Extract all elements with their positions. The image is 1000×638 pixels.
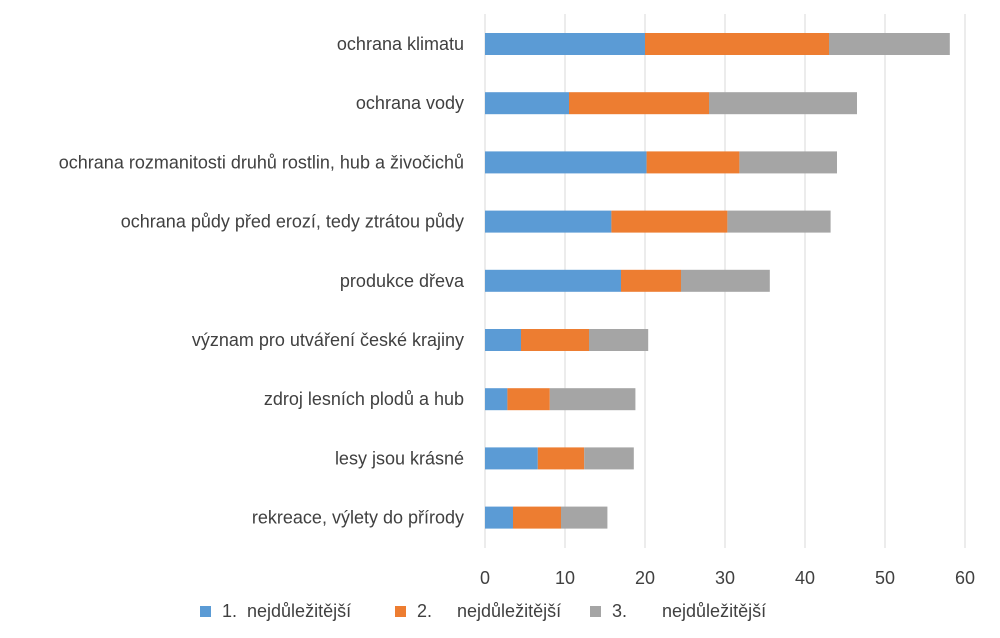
category-label: produkce dřeva xyxy=(340,271,465,291)
bar-segment-series-2 xyxy=(513,506,561,529)
bar-segment-series-3 xyxy=(589,329,649,351)
bar-segment-series-3 xyxy=(561,506,608,529)
bar-segment-series-2 xyxy=(507,388,550,411)
bar-segment-series-2 xyxy=(646,151,740,174)
x-tick-label: 50 xyxy=(875,568,895,588)
x-tick-label: 20 xyxy=(635,568,655,588)
legend-label: 1. nejdůležitější xyxy=(222,601,351,621)
legend-swatch xyxy=(395,606,406,617)
x-tick-label: 60 xyxy=(955,568,975,588)
bar-segment-series-3 xyxy=(709,92,857,115)
bars xyxy=(485,33,950,529)
x-tick-label: 30 xyxy=(715,568,735,588)
legend-label: 3. nejdůležitější xyxy=(612,601,766,621)
legend: 1. nejdůležitější 2. nejdůležitější 3. nej… xyxy=(200,601,766,621)
category-label: význam pro utváření české krajiny xyxy=(192,330,464,350)
bar-segment-series-1 xyxy=(485,506,513,529)
x-tick-label: 0 xyxy=(480,568,490,588)
bar-segment-series-1 xyxy=(485,388,508,411)
legend-swatch xyxy=(200,606,211,617)
bar-segment-series-1 xyxy=(485,447,538,470)
legend-label: 2. nejdůležitější xyxy=(417,601,561,621)
bar-segment-series-1 xyxy=(485,329,521,351)
legend-swatch xyxy=(590,606,601,617)
bar-segment-series-2 xyxy=(611,210,728,233)
category-label: ochrana vody xyxy=(356,93,464,113)
bar-segment-series-1 xyxy=(485,210,612,233)
bar-segment-series-2 xyxy=(537,447,585,470)
bar-segment-series-2 xyxy=(621,269,681,292)
category-label: rekreace, výlety do přírody xyxy=(252,508,464,528)
bar-segment-series-3 xyxy=(739,151,837,174)
bar-segment-series-1 xyxy=(485,269,621,292)
category-label: ochrana klimatu xyxy=(337,34,464,54)
bar-segment-series-2 xyxy=(521,329,589,351)
category-label: ochrana půdy před erozí, tedy ztrátou pů… xyxy=(121,212,464,232)
x-tick-label: 10 xyxy=(555,568,575,588)
bar-segment-series-1 xyxy=(485,151,647,174)
bar-segment-series-3 xyxy=(727,210,831,233)
x-tick-label: 40 xyxy=(795,568,815,588)
bar-segment-series-2 xyxy=(569,92,709,115)
bar-segment-series-3 xyxy=(584,447,634,470)
bar-segment-series-3 xyxy=(681,269,770,292)
category-label: ochrana rozmanitosti druhů rostlin, hub … xyxy=(59,152,464,172)
x-axis-tick-labels: 0 10 20 30 40 50 60 xyxy=(480,568,975,588)
category-labels: ochrana klimatu ochrana vody ochrana rozma… xyxy=(59,34,465,528)
bar-segment-series-3 xyxy=(829,33,950,55)
bar-segment-series-2 xyxy=(645,33,829,55)
bar-segment-series-1 xyxy=(485,92,569,115)
category-label: zdroj lesních plodů a hub xyxy=(264,389,464,409)
category-label: lesy jsou krásné xyxy=(335,448,464,468)
bar-segment-series-1 xyxy=(485,33,645,55)
bar-segment-series-3 xyxy=(549,388,636,411)
